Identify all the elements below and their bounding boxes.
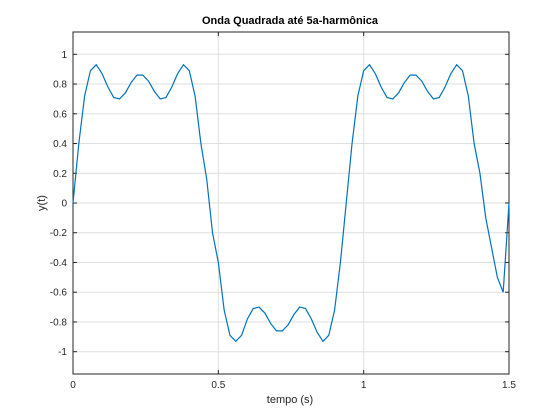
y-axis-label: y(t) xyxy=(36,195,48,211)
y-tick-label: -0.8 xyxy=(50,317,68,328)
chart-title: Onda Quadrada até 5a-harmônica xyxy=(202,15,379,27)
grid xyxy=(72,32,510,374)
y-tick-label: 0.2 xyxy=(53,169,67,180)
axis-ticks: 0 0.5 1 1.5 -1 -0.8 -0.6 -0.4 -0.2 0 0.2 0.4 0.6 0.8 1 xyxy=(50,32,516,391)
y-tick-label: 1 xyxy=(61,50,67,61)
y-tick-label: -0.4 xyxy=(50,258,68,269)
x-axis-label: tempo (s) xyxy=(267,394,313,406)
y-tick-label: -0.6 xyxy=(50,288,68,299)
y-tick-label: 0 xyxy=(61,199,67,210)
x-tick-label: 0.5 xyxy=(211,380,225,391)
x-tick-label: 1.5 xyxy=(502,380,516,391)
y-tick-label: -1 xyxy=(58,347,67,358)
y-tick-label: 0.8 xyxy=(53,80,67,91)
y-tick-label: -0.2 xyxy=(50,228,68,239)
x-tick-label: 0 xyxy=(70,380,76,391)
x-tick-label: 1 xyxy=(361,380,367,391)
series-line xyxy=(72,63,510,343)
y-tick-label: 0.6 xyxy=(53,109,67,120)
y-tick-label: 0.4 xyxy=(53,139,67,150)
